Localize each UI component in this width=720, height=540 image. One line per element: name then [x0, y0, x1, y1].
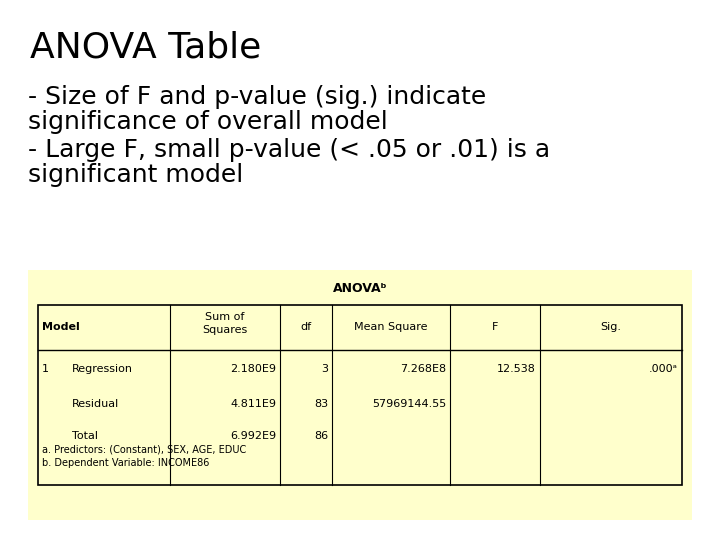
Text: 83: 83 [314, 399, 328, 409]
Text: .000ᵃ: .000ᵃ [649, 364, 678, 374]
Text: - Large F, small p-value (< .05 or .01) is a: - Large F, small p-value (< .05 or .01) … [28, 138, 550, 162]
Text: - Size of F and p-value (sig.) indicate: - Size of F and p-value (sig.) indicate [28, 85, 486, 109]
Text: Model: Model [42, 322, 80, 333]
Text: b. Dependent Variable: INCOME86: b. Dependent Variable: INCOME86 [42, 458, 210, 468]
Text: 1: 1 [42, 364, 49, 374]
Text: 4.811E9: 4.811E9 [230, 399, 276, 409]
Text: 2.180E9: 2.180E9 [230, 364, 276, 374]
Text: 6.992E9: 6.992E9 [230, 431, 276, 441]
Text: Mean Square: Mean Square [354, 322, 428, 333]
Text: Sig.: Sig. [600, 322, 621, 333]
Text: ANOVA Table: ANOVA Table [30, 30, 261, 64]
Text: Residual: Residual [72, 399, 120, 409]
Text: 3: 3 [321, 364, 328, 374]
Text: Sum of
Squares: Sum of Squares [202, 312, 248, 335]
Text: significant model: significant model [28, 163, 243, 187]
Text: 57969144.55: 57969144.55 [372, 399, 446, 409]
Text: 12.538: 12.538 [497, 364, 536, 374]
Text: Total: Total [72, 431, 98, 441]
Text: ANOVAᵇ: ANOVAᵇ [333, 282, 387, 295]
Bar [28, 270, 692, 520]
Text: df: df [300, 322, 312, 333]
Text: a. Predictors: (Constant), SEX, AGE, EDUC: a. Predictors: (Constant), SEX, AGE, EDU… [42, 444, 246, 454]
Text: Regression: Regression [72, 364, 133, 374]
Text: 86: 86 [314, 431, 328, 441]
Bar [38, 305, 682, 485]
Text: significance of overall model: significance of overall model [28, 110, 388, 134]
Text: 7.268E8: 7.268E8 [400, 364, 446, 374]
Text: F: F [492, 322, 498, 333]
